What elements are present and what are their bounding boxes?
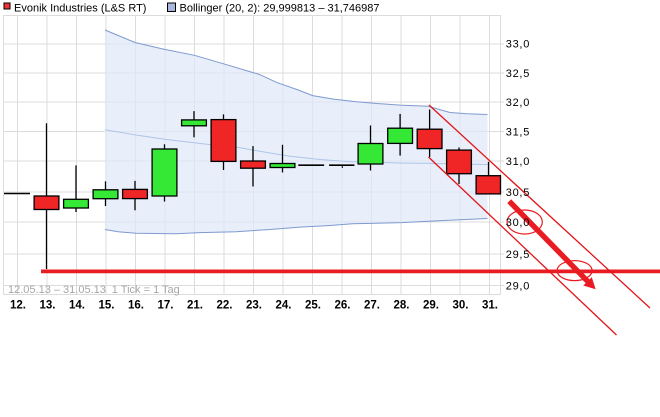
svg-text:Evonik Industries (L&S RT): Evonik Industries (L&S RT) (14, 2, 146, 14)
svg-text:13.: 13. (40, 299, 56, 311)
svg-text:33,0: 33,0 (506, 39, 530, 51)
svg-text:24.: 24. (276, 299, 292, 311)
svg-text:22.: 22. (217, 299, 233, 311)
svg-text:23.: 23. (246, 299, 262, 311)
svg-text:14.: 14. (69, 299, 85, 311)
svg-text:28.: 28. (394, 299, 410, 311)
svg-text:32,0: 32,0 (506, 97, 530, 109)
svg-text:12.05.13 – 31.05.13: 12.05.13 – 31.05.13 (8, 284, 106, 296)
svg-text:Bollinger (20, 2): 29,999813 –: Bollinger (20, 2): 29,999813 – 31,746987 (180, 2, 380, 14)
svg-text:31,5: 31,5 (506, 127, 530, 139)
svg-text:32,5: 32,5 (506, 68, 530, 80)
svg-text:17.: 17. (158, 299, 174, 311)
svg-text:1 Tick = 1 Tag: 1 Tick = 1 Tag (112, 284, 180, 296)
svg-text:30.: 30. (453, 299, 469, 311)
svg-text:26.: 26. (335, 299, 351, 311)
svg-text:30,0: 30,0 (506, 217, 530, 229)
svg-text:15.: 15. (99, 299, 115, 311)
svg-text:31,0: 31,0 (506, 156, 530, 168)
svg-text:25.: 25. (305, 299, 321, 311)
svg-text:30,5: 30,5 (506, 187, 530, 199)
svg-text:31.: 31. (482, 299, 498, 311)
svg-text:29.: 29. (423, 299, 439, 311)
svg-text:29,5: 29,5 (506, 249, 530, 261)
svg-text:29,0: 29,0 (506, 281, 530, 293)
svg-text:16.: 16. (128, 299, 144, 311)
svg-text:27.: 27. (364, 299, 380, 311)
svg-text:12.: 12. (10, 299, 26, 311)
svg-text:21.: 21. (187, 299, 203, 311)
